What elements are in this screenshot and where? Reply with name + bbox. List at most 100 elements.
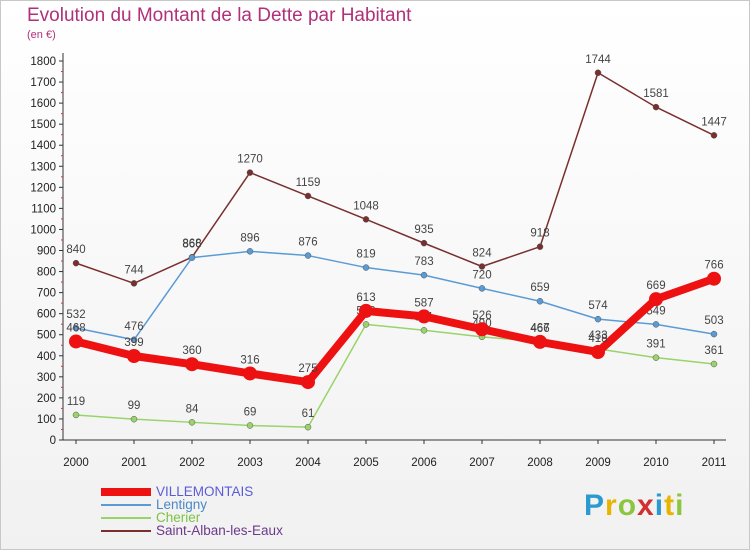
data-point-lentigny-2004 xyxy=(304,252,312,259)
series-line-saint-alban-les-eaux xyxy=(75,72,715,285)
data-label-lentigny-2011: 503 xyxy=(704,315,723,327)
proxiti-logo: Proxiti xyxy=(584,489,685,522)
data-label-cherier-2009: 433 xyxy=(588,330,607,342)
data-point-lentigny-2007 xyxy=(478,285,486,292)
data-point-cherier-2000 xyxy=(72,411,80,419)
data-point-saint-alban-les-eaux-2007 xyxy=(478,263,486,270)
series-line-cherier xyxy=(75,323,715,428)
x-tick-label-2004: 2004 xyxy=(295,457,321,469)
y-tick-label-200: 200 xyxy=(37,393,56,405)
data-label-villemontais-2001: 399 xyxy=(124,337,143,349)
data-point-saint-alban-les-eaux-2006 xyxy=(420,239,428,247)
data-point-lentigny-2005 xyxy=(362,264,370,271)
data-point-villemontais-2004 xyxy=(301,375,315,390)
data-label-saint-alban-les-eaux-2009: 1744 xyxy=(585,54,611,66)
data-label-saint-alban-les-eaux-2006: 935 xyxy=(414,224,433,236)
legend-swatch-cherier xyxy=(101,517,151,519)
data-label-saint-alban-les-eaux-2002: 868 xyxy=(182,238,201,250)
data-label-saint-alban-les-eaux-2011: 1447 xyxy=(701,116,727,128)
data-point-saint-alban-les-eaux-2009 xyxy=(594,69,602,77)
x-tick-label-2007: 2007 xyxy=(469,457,495,469)
data-label-cherier-2011: 361 xyxy=(704,345,723,357)
data-label-villemontais-2009: 418 xyxy=(588,333,607,345)
y-tick-label-1500: 1500 xyxy=(30,119,56,131)
data-label-cherier-2001: 99 xyxy=(128,400,141,412)
x-tick-label-2008: 2008 xyxy=(527,457,553,469)
data-label-saint-alban-les-eaux-2010: 1581 xyxy=(643,88,669,100)
data-label-cherier-2008: 467 xyxy=(530,323,549,335)
data-label-cherier-2003: 69 xyxy=(244,406,257,418)
data-label-lentigny-2003: 896 xyxy=(240,232,259,244)
data-label-villemontais-2004: 275 xyxy=(298,363,317,375)
data-point-saint-alban-les-eaux-2001 xyxy=(130,280,138,287)
y-tick-label-900: 900 xyxy=(37,246,56,258)
data-label-lentigny-2009: 574 xyxy=(588,300,608,312)
y-tick-label-800: 800 xyxy=(37,267,56,279)
data-point-saint-alban-les-eaux-2000 xyxy=(72,259,80,267)
y-tick-label-1200: 1200 xyxy=(30,182,56,194)
data-label-lentigny-2005: 819 xyxy=(356,249,375,261)
x-tick-label-2006: 2006 xyxy=(411,457,437,469)
data-point-cherier-2010 xyxy=(652,354,660,361)
legend-item-saint-alban: Saint-Alban-les-Eaux xyxy=(101,523,361,538)
data-point-villemontais-2007 xyxy=(475,322,489,337)
data-label-saint-alban-les-eaux-2004: 1159 xyxy=(296,177,321,189)
data-label-cherier-2002: 84 xyxy=(186,403,199,415)
data-point-villemontais-2006 xyxy=(417,309,431,324)
data-point-lentigny-2001 xyxy=(130,336,138,344)
data-point-lentigny-2003 xyxy=(246,248,254,255)
data-point-saint-alban-les-eaux-2011 xyxy=(710,132,718,139)
y-tick-label-1100: 1100 xyxy=(31,203,56,215)
x-tick-label-2002: 2002 xyxy=(179,457,205,469)
data-label-saint-alban-les-eaux-2007: 824 xyxy=(472,248,492,260)
data-label-villemontais-2008: 466 xyxy=(530,323,549,335)
data-label-saint-alban-les-eaux-2005: 1048 xyxy=(353,200,379,212)
data-point-saint-alban-les-eaux-2008 xyxy=(536,243,544,250)
data-point-villemontais-2008 xyxy=(533,334,547,349)
y-tick-label-500: 500 xyxy=(37,330,56,342)
data-point-cherier-2005 xyxy=(362,321,370,328)
data-label-villemontais-2007: 526 xyxy=(472,310,491,322)
data-point-cherier-2001 xyxy=(130,415,138,423)
data-label-lentigny-2004: 876 xyxy=(298,237,317,249)
x-tick-label-2000: 2000 xyxy=(63,457,89,469)
data-point-villemontais-2003 xyxy=(243,366,257,381)
series-line-villemontais xyxy=(72,274,718,387)
data-label-villemontais-2003: 316 xyxy=(240,354,259,366)
data-label-lentigny-2002: 866 xyxy=(182,239,201,251)
data-label-lentigny-2000: 532 xyxy=(66,309,85,321)
data-label-cherier-2004: 61 xyxy=(302,408,315,420)
y-tick-label-300: 300 xyxy=(37,372,56,384)
legend-swatch-villemontais xyxy=(101,488,151,496)
legend-item-villemontais: VILLEMONTAIS xyxy=(101,484,361,499)
legend-label-villemontais: VILLEMONTAIS xyxy=(156,484,254,499)
legend-swatch-saint-alban xyxy=(101,530,151,532)
legend-label-saint-alban: Saint-Alban-les-Eaux xyxy=(156,523,283,538)
data-point-cherier-2006 xyxy=(420,327,428,334)
data-label-saint-alban-les-eaux-2003: 1270 xyxy=(237,154,263,166)
data-point-villemontais-2000 xyxy=(69,334,83,349)
data-label-villemontais-2010: 669 xyxy=(646,280,665,292)
data-point-lentigny-2008 xyxy=(536,297,544,305)
data-point-lentigny-2006 xyxy=(420,271,428,279)
data-label-saint-alban-les-eaux-2008: 918 xyxy=(530,228,549,240)
y-tick-label-1600: 1600 xyxy=(30,98,56,110)
data-label-saint-alban-les-eaux-2000: 840 xyxy=(66,244,85,256)
data-point-villemontais-2010 xyxy=(649,292,663,307)
data-point-villemontais-2009 xyxy=(591,344,605,359)
data-label-cherier-2000: 119 xyxy=(67,396,85,408)
chart-title: Evolution du Montant de la Dette par Hab… xyxy=(27,5,412,26)
data-point-lentigny-2009 xyxy=(594,315,602,323)
data-label-lentigny-2008: 659 xyxy=(530,282,549,294)
legend-item-lentigny: Lentigny xyxy=(101,497,361,512)
data-point-lentigny-2010 xyxy=(652,321,660,328)
data-label-villemontais-2011: 766 xyxy=(704,260,723,272)
unit-label: (en €) xyxy=(27,29,56,41)
legend-item-cherier: Cherier xyxy=(101,510,361,525)
data-point-saint-alban-les-eaux-2010 xyxy=(652,103,660,111)
data-point-saint-alban-les-eaux-2003 xyxy=(246,169,254,176)
data-point-lentigny-2000 xyxy=(72,324,80,332)
data-label-lentigny-2006: 783 xyxy=(414,256,433,268)
